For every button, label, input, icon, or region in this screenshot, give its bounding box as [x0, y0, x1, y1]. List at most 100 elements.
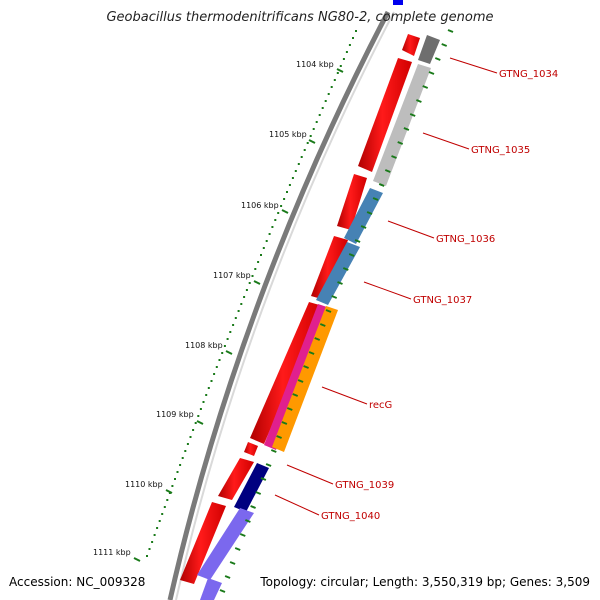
- tick-label: 1111 kbp: [93, 548, 131, 557]
- tick-label: 1106 kbp: [241, 201, 279, 210]
- scale-dot: [286, 191, 288, 193]
- scale-dot: [184, 450, 187, 452]
- tick-label: 1108 kbp: [185, 341, 223, 350]
- inner-tick: [281, 421, 288, 425]
- scale-dot: [153, 534, 156, 536]
- scale-dot: [161, 513, 164, 515]
- gene-bar-recg: [272, 306, 338, 452]
- scale-dot: [283, 198, 286, 200]
- scale-dot: [205, 394, 208, 396]
- scale-tick: [165, 489, 173, 494]
- scale-dot: [330, 86, 333, 88]
- scale-tick: [225, 350, 233, 355]
- scale-dot: [221, 352, 224, 354]
- scale-dot: [300, 156, 303, 158]
- inner-tick: [354, 239, 361, 243]
- tick-label: 1109 kbp: [156, 410, 194, 419]
- scale-dot: [262, 247, 265, 249]
- scale-dot: [294, 170, 297, 172]
- scale-dot: [355, 30, 357, 32]
- gene-label-recg: recG: [369, 400, 392, 411]
- accession-text: Accession: NC_009328: [9, 575, 146, 589]
- scale-dot: [207, 387, 210, 389]
- inner-tick: [260, 477, 267, 481]
- scale-dot: [324, 100, 327, 102]
- scale-dot: [192, 429, 195, 431]
- genome-summary-text: Topology: circular; Length: 3,550,319 bp…: [260, 575, 590, 589]
- scale-tick: [133, 557, 141, 562]
- inner-tick: [397, 141, 404, 145]
- scale-dot: [156, 527, 159, 529]
- gene-label-gtng-1035: GTNG_1035: [471, 145, 530, 156]
- inner-tick: [276, 435, 282, 439]
- scale-dot: [202, 401, 205, 403]
- inner-tick: [441, 43, 448, 47]
- scale-dot: [288, 184, 291, 186]
- gene-label-gtng-1037: GTNG_1037: [413, 295, 472, 306]
- inner-tick: [239, 533, 246, 537]
- cds-arrow: [358, 58, 412, 172]
- gene-bar-gtng-1037: [316, 242, 360, 305]
- scale-dot: [166, 499, 169, 501]
- scale-tick: [253, 280, 261, 285]
- cds-arrow: [180, 502, 226, 584]
- inner-tick: [245, 519, 251, 523]
- tick-label: 1104 kbp: [296, 60, 334, 69]
- scale-dot: [254, 268, 257, 270]
- inner-tick: [292, 393, 299, 397]
- scale-dot: [243, 296, 246, 298]
- inner-tick: [348, 253, 355, 257]
- scale-tick: [281, 209, 289, 214]
- inner-tick: [409, 113, 416, 117]
- scale-dot: [151, 541, 154, 543]
- scale-dot: [210, 380, 213, 382]
- cds-arrow: [250, 302, 323, 444]
- inner-tick: [325, 309, 332, 313]
- scale-dotted-line: [146, 30, 357, 557]
- inner-tick: [360, 225, 367, 229]
- backbone-inner: [175, 11, 395, 600]
- scale-dot: [197, 415, 200, 417]
- scale-dot: [274, 219, 277, 221]
- scale-dot: [265, 240, 268, 242]
- inner-tick: [434, 57, 441, 61]
- scale-dot: [342, 58, 345, 60]
- tick-label: 1110 kbp: [125, 480, 163, 489]
- gene-bar-gtng-1034: [418, 35, 440, 64]
- inner-tick: [234, 547, 241, 551]
- scale-dot: [237, 310, 240, 312]
- inner-tick: [224, 575, 231, 579]
- scale-dot: [271, 226, 274, 228]
- inner-tick: [403, 127, 410, 131]
- scale-dot: [229, 331, 232, 333]
- scale-dot: [215, 366, 218, 368]
- gene-label-gtng-1036: GTNG_1036: [436, 234, 495, 245]
- scale-dot: [163, 506, 166, 508]
- inner-tick: [391, 155, 397, 159]
- scale-dot: [268, 233, 271, 235]
- inner-tick: [250, 505, 256, 509]
- inner-tick: [447, 29, 454, 33]
- scale-dot: [240, 303, 243, 305]
- scale-dot: [223, 345, 226, 347]
- gene-label-gtng-1034: GTNG_1034: [499, 69, 558, 80]
- gene-label-gtng-1039: GTNG_1039: [335, 480, 394, 491]
- scale-dot: [321, 107, 324, 109]
- scale-dot: [327, 93, 330, 95]
- scale-tick: [336, 68, 344, 73]
- tick-label: 1105 kbp: [269, 130, 307, 139]
- inner-tick: [308, 351, 315, 355]
- cds-arrow: [311, 236, 348, 300]
- cds-arrow: [337, 174, 367, 230]
- scale-dot: [171, 485, 174, 487]
- map-title: Geobacillus thermodenitrificans NG80-2, …: [106, 10, 494, 25]
- inner-tick: [416, 99, 422, 103]
- inner-tick: [270, 449, 277, 453]
- scale-dot: [251, 275, 254, 277]
- inner-tick: [297, 379, 304, 383]
- scale-tick: [196, 420, 204, 425]
- scale-dot: [189, 436, 192, 438]
- scale-dot: [174, 478, 176, 480]
- scale-dot: [309, 135, 312, 137]
